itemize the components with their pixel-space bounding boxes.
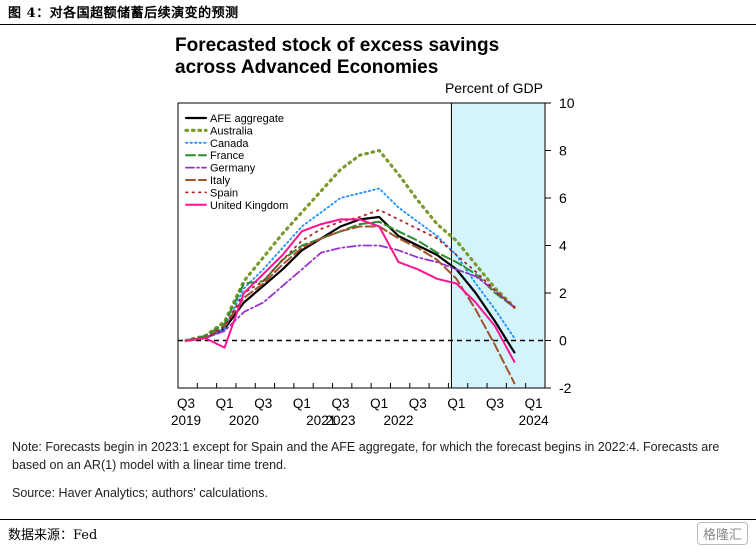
x-tick-label: Q1: [447, 396, 465, 411]
y-tick-label: -2: [559, 380, 572, 396]
series-line-germany: [185, 244, 516, 342]
x-tick-label: Q1: [370, 396, 388, 411]
x-tick-label: Q3: [177, 396, 195, 411]
y-tick-label: 0: [559, 333, 567, 349]
series-line-spain: [185, 208, 516, 342]
x-tick-label: Q3: [332, 396, 350, 411]
y-tick-label: 8: [559, 143, 567, 159]
y-tick-label: 2: [559, 285, 567, 301]
legend-label: Canada: [210, 138, 249, 150]
series-line-australia: [184, 148, 517, 343]
x-tick-label: Q3: [254, 396, 272, 411]
x-year-label: 2024: [519, 413, 550, 428]
y-tick-label: 10: [559, 95, 575, 111]
top-rule: [0, 24, 756, 25]
x-tick-label: Q1: [525, 396, 543, 411]
x-year-label: 2023: [326, 413, 356, 428]
y-tick-label: 6: [559, 190, 567, 206]
legend-label: Spain: [210, 187, 238, 199]
legend-label: Germany: [210, 163, 256, 175]
excess-savings-chart: Percent of GDP -2 0 2 4 6 8 10 Q3 Q1 Q3 Q1 Q3 Q1 Q3 Q1 Q…: [171, 80, 575, 428]
footer-source: 数据来源：Fed: [8, 528, 98, 543]
legend-label: United Kingdom: [210, 200, 288, 212]
x-year-label: 2020: [229, 413, 259, 428]
figure-title: 图 4：对各国超额储蓄后续演变的预测: [8, 6, 239, 21]
x-year-label: 2022: [383, 413, 413, 428]
series-line-united-kingdom: [185, 218, 516, 363]
chart-note: Note: Forecasts begin in 2023:1 except f…: [12, 440, 720, 472]
forecast-region: [450, 102, 546, 389]
x-tick-label: Q1: [293, 396, 311, 411]
chart-source: Source: Haver Analytics; authors' calcul…: [12, 486, 268, 500]
y-tick-label: 4: [559, 238, 567, 254]
x-tick-label: Q1: [216, 396, 234, 411]
legend-label: AFE aggregate: [210, 113, 284, 125]
footer-rule: [0, 519, 756, 520]
legend-label: Australia: [210, 125, 254, 137]
chart-title: Forecasted stock of excess savings acros…: [175, 35, 500, 78]
x-tick-label: Q3: [409, 396, 427, 411]
x-year-label: 2021: [306, 413, 336, 428]
legend-label: France: [210, 150, 244, 162]
x-tick-label: Q3: [486, 396, 504, 411]
series-line-canada: [185, 187, 516, 342]
series-line-afe-aggregate: [184, 215, 516, 354]
legend-label: Italy: [210, 175, 231, 187]
series-line-france: [185, 220, 516, 342]
x-year-label: 2019: [171, 413, 201, 428]
y-axis-label: Percent of GDP: [445, 80, 543, 96]
watermark-logo: 格隆汇: [696, 522, 748, 545]
